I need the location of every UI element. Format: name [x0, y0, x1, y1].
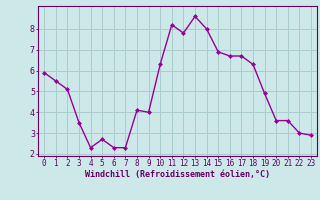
- X-axis label: Windchill (Refroidissement éolien,°C): Windchill (Refroidissement éolien,°C): [85, 170, 270, 179]
